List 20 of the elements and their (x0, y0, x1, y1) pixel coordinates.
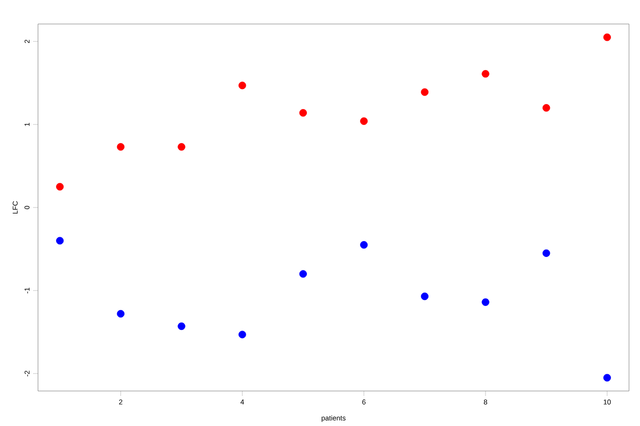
point (420, 292, 429, 300)
point (482, 298, 490, 306)
point (360, 117, 368, 125)
point (482, 70, 490, 78)
point (178, 143, 186, 151)
point (116, 310, 124, 318)
point (603, 33, 611, 42)
point (542, 104, 550, 112)
point (299, 109, 307, 117)
point (56, 182, 64, 191)
point (56, 236, 64, 245)
point (238, 82, 246, 90)
point (360, 241, 368, 249)
point (299, 270, 307, 278)
point (542, 249, 550, 257)
point (178, 322, 186, 330)
point (603, 374, 611, 382)
point (420, 88, 429, 96)
point (116, 143, 124, 151)
point (238, 330, 246, 338)
